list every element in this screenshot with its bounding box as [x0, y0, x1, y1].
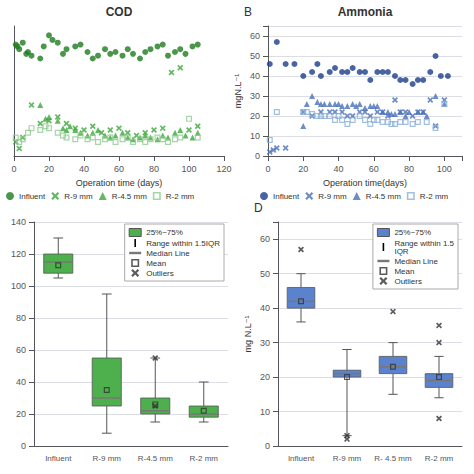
svg-text:60: 60 — [260, 234, 270, 244]
svg-text:R-9 mm: R-9 mm — [93, 454, 122, 463]
svg-text:25%~75%: 25%~75% — [146, 228, 183, 237]
svg-text:Influent: Influent — [288, 454, 315, 463]
svg-text:40: 40 — [250, 71, 260, 81]
svg-text:60: 60 — [250, 31, 260, 41]
svg-text:Outliers: Outliers — [394, 277, 422, 286]
svg-text:20: 20 — [260, 372, 270, 382]
svg-text:mg N.L⁻¹: mg N.L⁻¹ — [243, 316, 253, 353]
svg-text:R-2 mm: R-2 mm — [425, 454, 454, 463]
svg-text:50: 50 — [260, 269, 270, 279]
svg-text:30: 30 — [250, 91, 260, 101]
svg-text:0: 0 — [11, 164, 16, 174]
svg-text:Mean: Mean — [146, 259, 166, 268]
svg-text:Median Line: Median Line — [394, 257, 438, 266]
svg-text:100: 100 — [11, 281, 26, 291]
svg-text:20: 20 — [250, 111, 260, 121]
svg-text:40: 40 — [16, 377, 26, 387]
svg-text:R-2 mm: R-2 mm — [166, 192, 195, 201]
svg-text:40: 40 — [334, 164, 344, 174]
svg-text:50: 50 — [250, 51, 260, 61]
svg-text:120: 120 — [11, 249, 26, 259]
svg-text:20: 20 — [298, 164, 308, 174]
svg-text:140: 140 — [11, 217, 26, 227]
svg-text:25%~75%: 25%~75% — [394, 228, 431, 237]
svg-text:COD: COD — [106, 5, 133, 19]
svg-text:80: 80 — [16, 313, 26, 323]
svg-text:mgN.L⁻¹: mgN.L⁻¹ — [233, 74, 243, 108]
svg-text:R- 4.5 mm: R- 4.5 mm — [374, 454, 412, 463]
svg-text:Influent: Influent — [45, 454, 72, 463]
svg-text:Operation time(days): Operation time(days) — [323, 178, 407, 188]
svg-text:R-4.5 mm: R-4.5 mm — [138, 454, 173, 463]
svg-text:Ammonia: Ammonia — [338, 5, 393, 19]
svg-text:R-9 mm: R-9 mm — [333, 454, 362, 463]
svg-text:R-9 mm: R-9 mm — [64, 192, 93, 201]
svg-text:100: 100 — [437, 164, 452, 174]
svg-text:Median Line: Median Line — [146, 249, 190, 258]
svg-text:Influent: Influent — [19, 192, 46, 201]
svg-text:10: 10 — [250, 131, 260, 141]
svg-text:Range within 1.5: Range within 1.5 — [394, 238, 454, 248]
svg-text:40: 40 — [260, 303, 270, 313]
svg-text:30: 30 — [260, 338, 270, 348]
svg-text:100: 100 — [181, 164, 196, 174]
svg-text:0: 0 — [265, 441, 270, 451]
svg-text:R-4.5 mm: R-4.5 mm — [112, 192, 147, 201]
svg-text:Outliers: Outliers — [146, 269, 174, 278]
svg-text:R-2 mm: R-2 mm — [420, 192, 449, 201]
svg-text:Influent: Influent — [273, 192, 300, 201]
svg-text:20: 20 — [16, 409, 26, 419]
svg-text:80: 80 — [149, 164, 159, 174]
svg-text:Range within 1.5IQR: Range within 1.5IQR — [146, 239, 220, 248]
svg-text:40: 40 — [79, 164, 89, 174]
svg-text:60: 60 — [16, 345, 26, 355]
svg-text:20: 20 — [44, 164, 54, 174]
svg-text:R-9 mm: R-9 mm — [318, 192, 347, 201]
svg-text:60: 60 — [114, 164, 124, 174]
svg-text:10: 10 — [260, 407, 270, 417]
svg-text:60: 60 — [369, 164, 379, 174]
svg-text:R-4.5 mm: R-4.5 mm — [366, 192, 401, 201]
svg-text:Operation time (days): Operation time (days) — [76, 178, 163, 188]
svg-text:R-2 mm: R-2 mm — [190, 454, 219, 463]
svg-text:0: 0 — [21, 441, 26, 451]
svg-text:D: D — [254, 201, 263, 215]
svg-text:IQR: IQR — [394, 247, 408, 256]
svg-text:120: 120 — [216, 164, 231, 174]
svg-text:0: 0 — [255, 151, 260, 161]
svg-text:B: B — [244, 5, 252, 19]
svg-text:80: 80 — [404, 164, 414, 174]
svg-text:0: 0 — [265, 164, 270, 174]
svg-text:Mean: Mean — [394, 267, 414, 276]
